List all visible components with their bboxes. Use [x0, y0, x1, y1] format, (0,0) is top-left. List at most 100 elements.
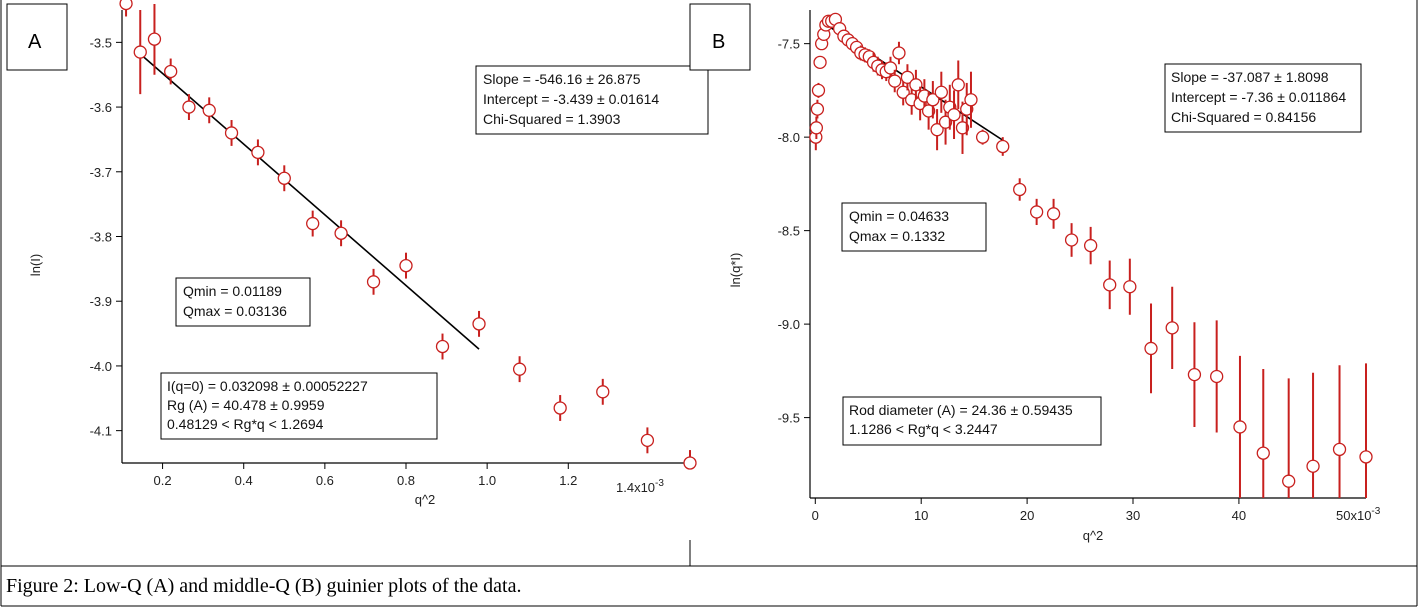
results-box-a	[160, 372, 438, 440]
data-point-a	[472, 317, 486, 331]
plot-layer-a: -3.5 -3.6 -3.7 -3.8 -3.9 -4.0 -4.1 0.2 0.4 0.6 0.8…	[90, 0, 697, 488]
x-tick-label-a: 0.8	[397, 473, 415, 488]
x-tick-label-b: 0	[812, 508, 819, 523]
result-i0-a: I(q=0) = 0.032098 ± 0.00052227	[167, 378, 368, 394]
data-point-b	[900, 70, 915, 84]
x-tick-label-a: 1.2	[559, 473, 577, 488]
y-tick-label-a: -3.9	[90, 294, 112, 309]
data-point-b	[813, 55, 827, 70]
y-tick-label-b: -9.5	[778, 411, 800, 426]
data-point-a	[640, 433, 655, 448]
x-tick-label-a: 1.0	[478, 473, 496, 488]
data-point-b	[811, 83, 826, 98]
data-point-a	[251, 145, 265, 160]
y-tick-label-a: -4.1	[90, 424, 112, 439]
data-point-b	[892, 46, 906, 60]
data-point-b	[810, 102, 825, 116]
y-tick-label-b: -8.0	[778, 130, 800, 145]
data-point-a	[334, 226, 348, 240]
data-point-b	[951, 78, 965, 92]
fit-stat-chisq-b: Chi-Squared = 0.84156	[1171, 109, 1316, 125]
result-rgq-b: 1.1286 < Rg*q < 3.2447	[849, 421, 998, 437]
y-tick-label-a: -4.0	[90, 359, 112, 374]
fit-stat-slope-b: Slope = -37.087 ± 1.8098	[1171, 69, 1329, 85]
x-axis-label-a: q^2	[415, 492, 436, 507]
fit-line-a	[139, 53, 480, 350]
results-box-b	[842, 396, 1102, 446]
q-range-box-a	[175, 277, 311, 327]
result-rg-a: Rg (A) = 40.478 ± 0.9959	[167, 397, 325, 413]
chart-panel-b: -7.5 -8.0 -8.5 -9.0 -9.5 0 10 20 30 40 B Slope = …	[689, 3, 1381, 543]
data-point-b	[1123, 280, 1137, 294]
x-tick-label-a: 0.6	[316, 473, 334, 488]
data-point-a	[147, 32, 162, 46]
data-point-a	[224, 126, 239, 140]
data-point-b	[883, 61, 898, 75]
x-tick-label-a: 0.2	[154, 473, 172, 488]
fit-stats-box-a	[475, 65, 709, 135]
data-point-b	[934, 85, 948, 99]
data-point-b	[955, 121, 970, 135]
result-rgq-a: 0.48129 < Rg*q < 1.2694	[167, 416, 324, 432]
fit-stat-intercept-a: Intercept = -3.439 ± 0.01614	[483, 91, 659, 107]
data-point-a	[133, 45, 147, 59]
qmax-label-a: Qmax = 0.03136	[183, 303, 287, 319]
data-point-b	[1306, 459, 1320, 473]
y-tick-label-b: -8.5	[778, 224, 800, 239]
fit-stat-chisq-a: Chi-Squared = 1.3903	[483, 111, 621, 127]
data-point-b	[975, 130, 990, 144]
y-axis-label-b: ln(q*I)	[728, 253, 743, 288]
data-point-b	[1013, 182, 1027, 197]
data-point-b	[809, 121, 824, 135]
data-point-a	[683, 456, 697, 470]
x-tick-label-b: 20	[1020, 508, 1034, 523]
data-point-b	[1165, 321, 1179, 335]
data-point-a	[202, 103, 216, 117]
x-axis-label-b: q^2	[1083, 528, 1104, 543]
fit-stats-box-b	[1164, 63, 1362, 133]
data-point-b	[921, 104, 936, 118]
data-point-b	[1046, 207, 1061, 221]
data-point-a	[277, 171, 291, 185]
fit-stat-slope-a: Slope = -546.16 ± 26.875	[483, 71, 641, 87]
y-tick-label-a: -3.8	[90, 230, 112, 245]
data-point-a	[119, 0, 133, 11]
data-point-b	[1359, 450, 1373, 464]
data-point-b	[888, 74, 902, 88]
y-tick-label-a: -3.7	[90, 165, 112, 180]
result-rod-b: Rod diameter (A) = 24.36 ± 0.59435	[849, 402, 1073, 418]
data-point-a	[553, 401, 567, 415]
data-point-b	[1256, 446, 1270, 460]
plot-layer-b: -7.5 -8.0 -8.5 -9.0 -9.5 0 10 20 30 40	[778, 10, 1373, 523]
data-point-b	[1064, 233, 1079, 247]
y-tick-label-a: -3.5	[90, 35, 112, 50]
y-tick-label-b: -9.0	[778, 317, 800, 332]
data-point-a	[512, 362, 527, 376]
panel-label-box-a	[6, 3, 68, 71]
data-point-a	[182, 100, 196, 114]
data-point-b	[1282, 474, 1296, 488]
qmin-label-b: Qmin = 0.04633	[849, 208, 949, 224]
x-multiplier-b: 50x10-3	[1336, 506, 1381, 523]
data-point-b	[926, 93, 940, 107]
data-point-b	[909, 78, 923, 92]
fit-stat-intercept-b: Intercept = -7.36 ± 0.011864	[1171, 89, 1346, 105]
data-point-b	[1210, 369, 1224, 384]
x-multiplier-a: 1.4x10-3	[616, 478, 664, 495]
panel-label-a: A	[28, 31, 42, 53]
qmax-label-b: Qmax = 0.1332	[849, 228, 945, 244]
data-point-b	[1083, 238, 1098, 253]
data-point-a	[306, 216, 320, 231]
data-point-b	[1332, 442, 1347, 457]
x-tick-label-b: 40	[1232, 508, 1246, 523]
q-range-box-b	[841, 202, 987, 252]
data-point-a	[596, 385, 610, 399]
data-point-b	[930, 123, 944, 137]
data-point-b	[1187, 367, 1202, 382]
y-tick-label-a: -3.6	[90, 100, 112, 115]
y-axis-label-a: ln(I)	[28, 254, 43, 276]
data-point-b	[1233, 420, 1247, 434]
data-point-b	[996, 139, 1010, 154]
qmin-label-a: Qmin = 0.01189	[183, 283, 282, 299]
data-point-b	[1144, 341, 1158, 356]
